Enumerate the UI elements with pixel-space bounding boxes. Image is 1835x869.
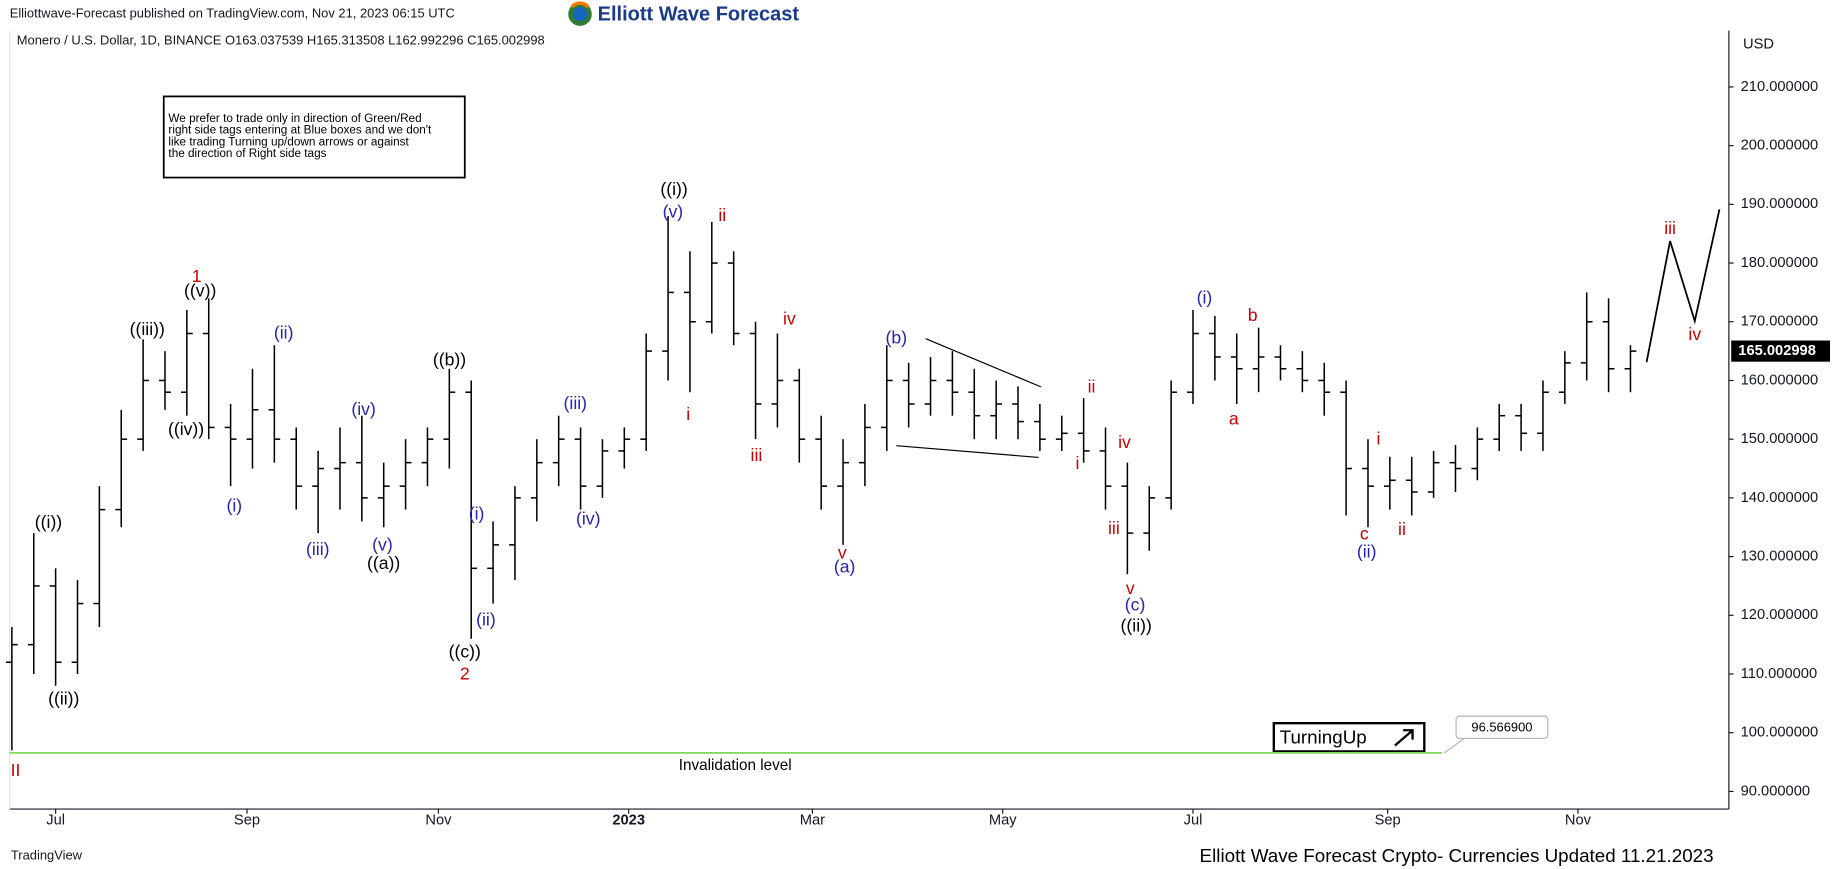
note-frame (162, 95, 466, 179)
logo: Elliott Wave Forecast (568, 1, 800, 26)
wave-label: ((v)) (184, 280, 216, 300)
y-tick-label: 120.000000 (1741, 607, 1819, 623)
wave-label: (iii) (564, 393, 588, 413)
callout-leader (1443, 737, 1465, 754)
y-tick-label: 170.000000 (1741, 314, 1819, 330)
callout-box (1455, 715, 1549, 740)
y-tick-label: 110.000000 (1741, 666, 1818, 682)
projection-path (1645, 209, 1721, 363)
wave-label: v (838, 543, 847, 563)
y-tick-label: 160.000000 (1741, 372, 1819, 388)
wave-label: iv (783, 309, 796, 329)
wave-label: (i) (226, 495, 242, 515)
wave-label: ((c)) (449, 641, 481, 661)
wave-label: ((iv)) (168, 419, 204, 439)
x-tick-label: Jul (46, 813, 65, 829)
y-tick-label: 140.000000 (1741, 490, 1819, 506)
wave-label: (v) (372, 534, 393, 554)
wave-label: (iii) (306, 539, 330, 559)
wave-label: ((i)) (35, 512, 62, 532)
wave-label: i (686, 404, 690, 424)
wave-label: 2 (460, 664, 470, 684)
wave-label: i (1075, 453, 1079, 473)
note-line: right side tags entering at Blue boxes a… (168, 124, 432, 137)
last-price-label: 165.002998 (1738, 343, 1816, 359)
wave-label: ii (718, 205, 726, 225)
x-tick-label: Sep (1375, 813, 1401, 829)
wave-label: iv (1118, 432, 1131, 452)
wave-label: ((ii)) (1121, 615, 1152, 635)
wave-label: iv (1688, 324, 1701, 344)
wave-label: (ii) (476, 610, 496, 630)
symbol-info: Monero / U.S. Dollar, 1D, BINANCE O163.0… (17, 33, 545, 48)
footer-brand: TradingView (11, 847, 83, 862)
x-tick-label: Nov (425, 813, 452, 829)
wave-label: ((ii)) (48, 688, 79, 708)
wave-label: (a) (834, 557, 856, 577)
wave-label: a (1229, 408, 1239, 428)
wave-label: b (1248, 305, 1258, 325)
triangle-lines (896, 338, 1042, 459)
y-tick-label: 150.000000 (1741, 431, 1819, 447)
logo-icon-arc (570, 1, 590, 9)
signal-box: TurningUp (1272, 722, 1426, 753)
x-tick-label: Sep (234, 813, 260, 829)
y-tick-label: 190.000000 (1741, 196, 1819, 212)
wave-label: (b) (886, 327, 908, 347)
wave-label: (c) (1125, 594, 1146, 614)
wave-label: (ii) (274, 323, 294, 343)
wave-label: iii (1664, 218, 1676, 238)
wave-label: (iv) (351, 399, 375, 419)
wave-label: (iv) (576, 508, 600, 528)
note-line: We prefer to trade only in direction of … (168, 112, 421, 125)
y-tick-label: 130.000000 (1741, 548, 1819, 564)
signal-text: TurningUp (1280, 726, 1367, 747)
wave-label: i (1376, 428, 1380, 448)
y-tick-label: 210.000000 (1741, 79, 1819, 95)
x-tick-label: Nov (1565, 813, 1592, 829)
invalidation-text: Invalidation level (679, 757, 792, 774)
wave-label: c (1360, 524, 1369, 544)
wave-label: 1 (192, 266, 202, 286)
wave-label: (v) (663, 201, 684, 221)
x-tick-label: May (989, 813, 1017, 829)
signal-arrow (1394, 729, 1414, 747)
y-tick-label: 200.000000 (1741, 138, 1819, 154)
y-tick-label: 90.000000 (1741, 783, 1810, 799)
logo-text: Elliott Wave Forecast (598, 4, 800, 26)
y-tick-label: 180.000000 (1741, 255, 1819, 271)
y-tick-label: 100.000000 (1741, 725, 1819, 741)
signal-frame (1272, 722, 1426, 753)
x-tick-label: Jul (1184, 813, 1203, 829)
currency: USD (1743, 37, 1774, 53)
wave-label: ((i)) (660, 179, 687, 199)
wave-label: iii (751, 445, 763, 465)
note-line: like trading Turning up/down arrows or a… (168, 135, 409, 148)
plot: 90.000000 100.000000 110.000000 120.000000 1… (6, 79, 1831, 829)
wave-label: ((iii)) (130, 319, 165, 339)
x-tick-label: Mar (800, 813, 825, 829)
wave-label: II (11, 760, 21, 780)
note-box: We prefer to trade only in direction of … (162, 95, 466, 179)
footer-caption: Elliott Wave Forecast Crypto- Currencies… (1200, 845, 1714, 866)
callout-label: 96.566900 (1471, 719, 1532, 734)
last-price-tag (1731, 340, 1831, 362)
note-line: the direction of Right side tags (168, 147, 326, 160)
wave-label: (i) (1197, 287, 1213, 307)
wave-label: iii (1108, 518, 1120, 538)
wave-label: ((a)) (367, 553, 400, 573)
wave-label: ii (1398, 519, 1406, 539)
logo-icon-inner (572, 7, 588, 22)
wave-label: ii (1088, 377, 1096, 397)
x-tick-label: 2023 (612, 813, 645, 829)
wave-label: ((b)) (433, 350, 466, 370)
wave-label: (i) (469, 504, 485, 524)
wave-label: v (1126, 578, 1135, 598)
wave-label: (ii) (1357, 541, 1377, 561)
published-text: Elliottwave-Forecast published on Tradin… (10, 6, 455, 21)
